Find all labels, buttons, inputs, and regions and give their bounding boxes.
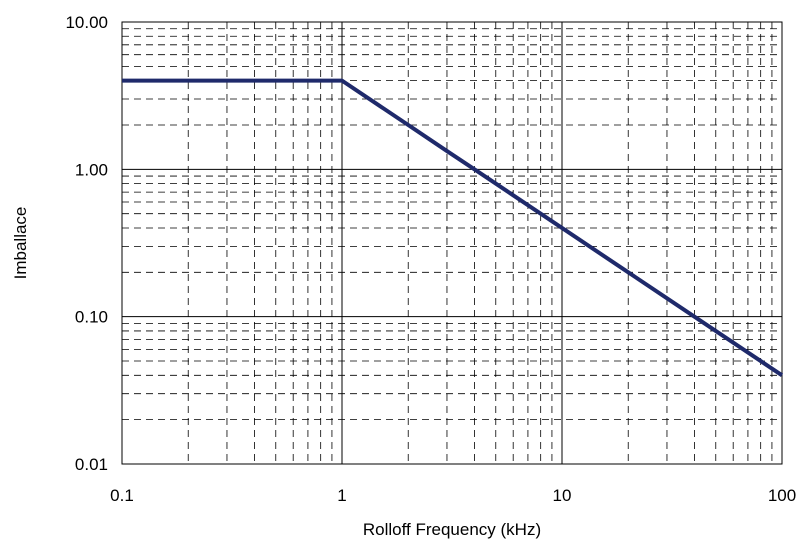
major-grid: [121, 22, 782, 465]
plot-area-frame: [121, 21, 783, 465]
x-tick-label: 0.1: [110, 486, 134, 505]
x-axis-title: Rolloff Frequency (kHz): [363, 520, 541, 539]
y-tick-label: 1.00: [75, 160, 108, 179]
series-layer: [122, 78, 784, 377]
series-line: [122, 78, 784, 377]
minor-grid: [122, 22, 782, 464]
x-tick-label: 1: [337, 486, 346, 505]
y-tick-label: 10.00: [65, 13, 108, 32]
x-tick-label: 10: [553, 486, 572, 505]
y-tick-label: 0.01: [75, 455, 108, 474]
x-tick-labels: 0.1 1 10 100: [110, 486, 796, 505]
x-tick-label: 100: [768, 486, 796, 505]
y-tick-labels: 10.00 1.00 0.10 0.01: [65, 13, 108, 474]
y-axis-title: Imballace: [11, 207, 30, 280]
y-tick-label: 0.10: [75, 308, 108, 327]
